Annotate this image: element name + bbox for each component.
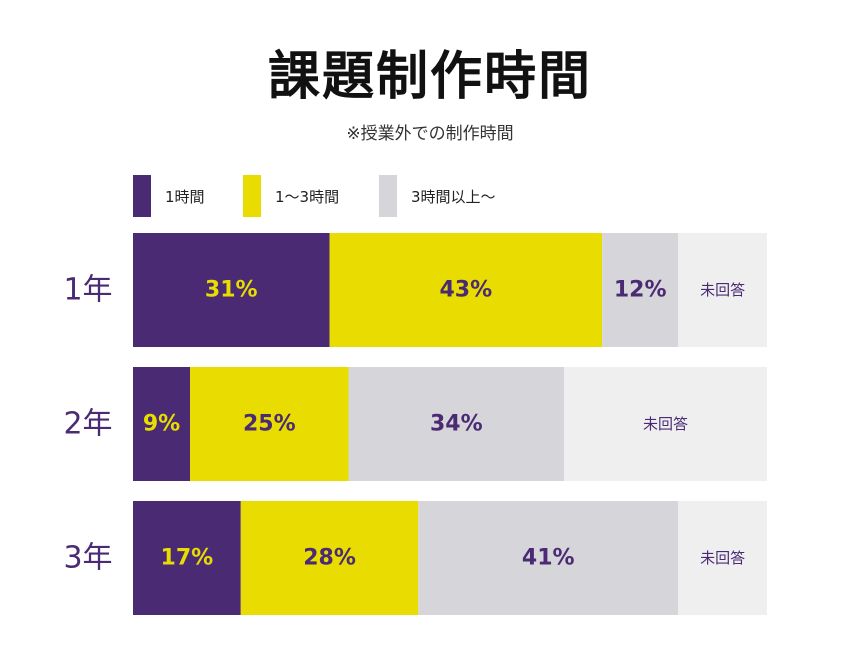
data-label: 未回答 bbox=[700, 281, 745, 299]
bar-segment-1-3h bbox=[190, 367, 349, 481]
bar-segment-3h-plus bbox=[602, 233, 679, 347]
data-label: 43% bbox=[440, 278, 493, 303]
chart-title: 課題制作時間 bbox=[267, 47, 592, 107]
bar-segment-no-answer bbox=[678, 501, 767, 615]
bar-segment-no-answer bbox=[678, 233, 767, 347]
chart-subtitle: ※授業外での制作時間 bbox=[346, 124, 514, 144]
legend-label-1-3h: 1〜3時間 bbox=[275, 187, 340, 206]
legend-swatch-1-3h bbox=[243, 175, 261, 217]
bar-segment-1h bbox=[133, 233, 330, 347]
data-label: 17% bbox=[161, 546, 214, 571]
bar-segment-3h-plus bbox=[418, 501, 679, 615]
legend-label-1h: 1時間 bbox=[165, 187, 205, 206]
category-label: 2年 bbox=[63, 407, 112, 442]
category-label: 3年 bbox=[63, 541, 112, 576]
bar-segment-1-3h bbox=[240, 501, 419, 615]
bar-segment-1h bbox=[133, 367, 191, 481]
legend-item-1h: 1時間 bbox=[133, 175, 205, 217]
bar-segment-1-3h bbox=[329, 233, 603, 347]
data-label: 41% bbox=[522, 546, 575, 571]
data-label: 未回答 bbox=[700, 549, 745, 567]
bar-segment-3h-plus bbox=[348, 367, 565, 481]
legend-swatch-1h bbox=[133, 175, 151, 217]
data-label: 9% bbox=[143, 412, 180, 437]
legend-swatch-3h-plus bbox=[379, 175, 397, 217]
legend-item-3h-plus: 3時間以上〜 bbox=[379, 175, 496, 217]
bar-segment-1h bbox=[133, 501, 241, 615]
data-label: 34% bbox=[430, 412, 483, 437]
data-label: 12% bbox=[614, 278, 667, 303]
legend-label-3h-plus: 3時間以上〜 bbox=[411, 187, 496, 206]
data-label: 31% bbox=[205, 278, 258, 303]
legend-item-1-3h: 1〜3時間 bbox=[243, 175, 339, 217]
data-label: 25% bbox=[243, 412, 296, 437]
bar-segment-no-answer bbox=[564, 367, 767, 481]
data-label: 28% bbox=[303, 546, 356, 571]
category-label: 1年 bbox=[63, 273, 112, 308]
data-label: 未回答 bbox=[643, 415, 688, 433]
